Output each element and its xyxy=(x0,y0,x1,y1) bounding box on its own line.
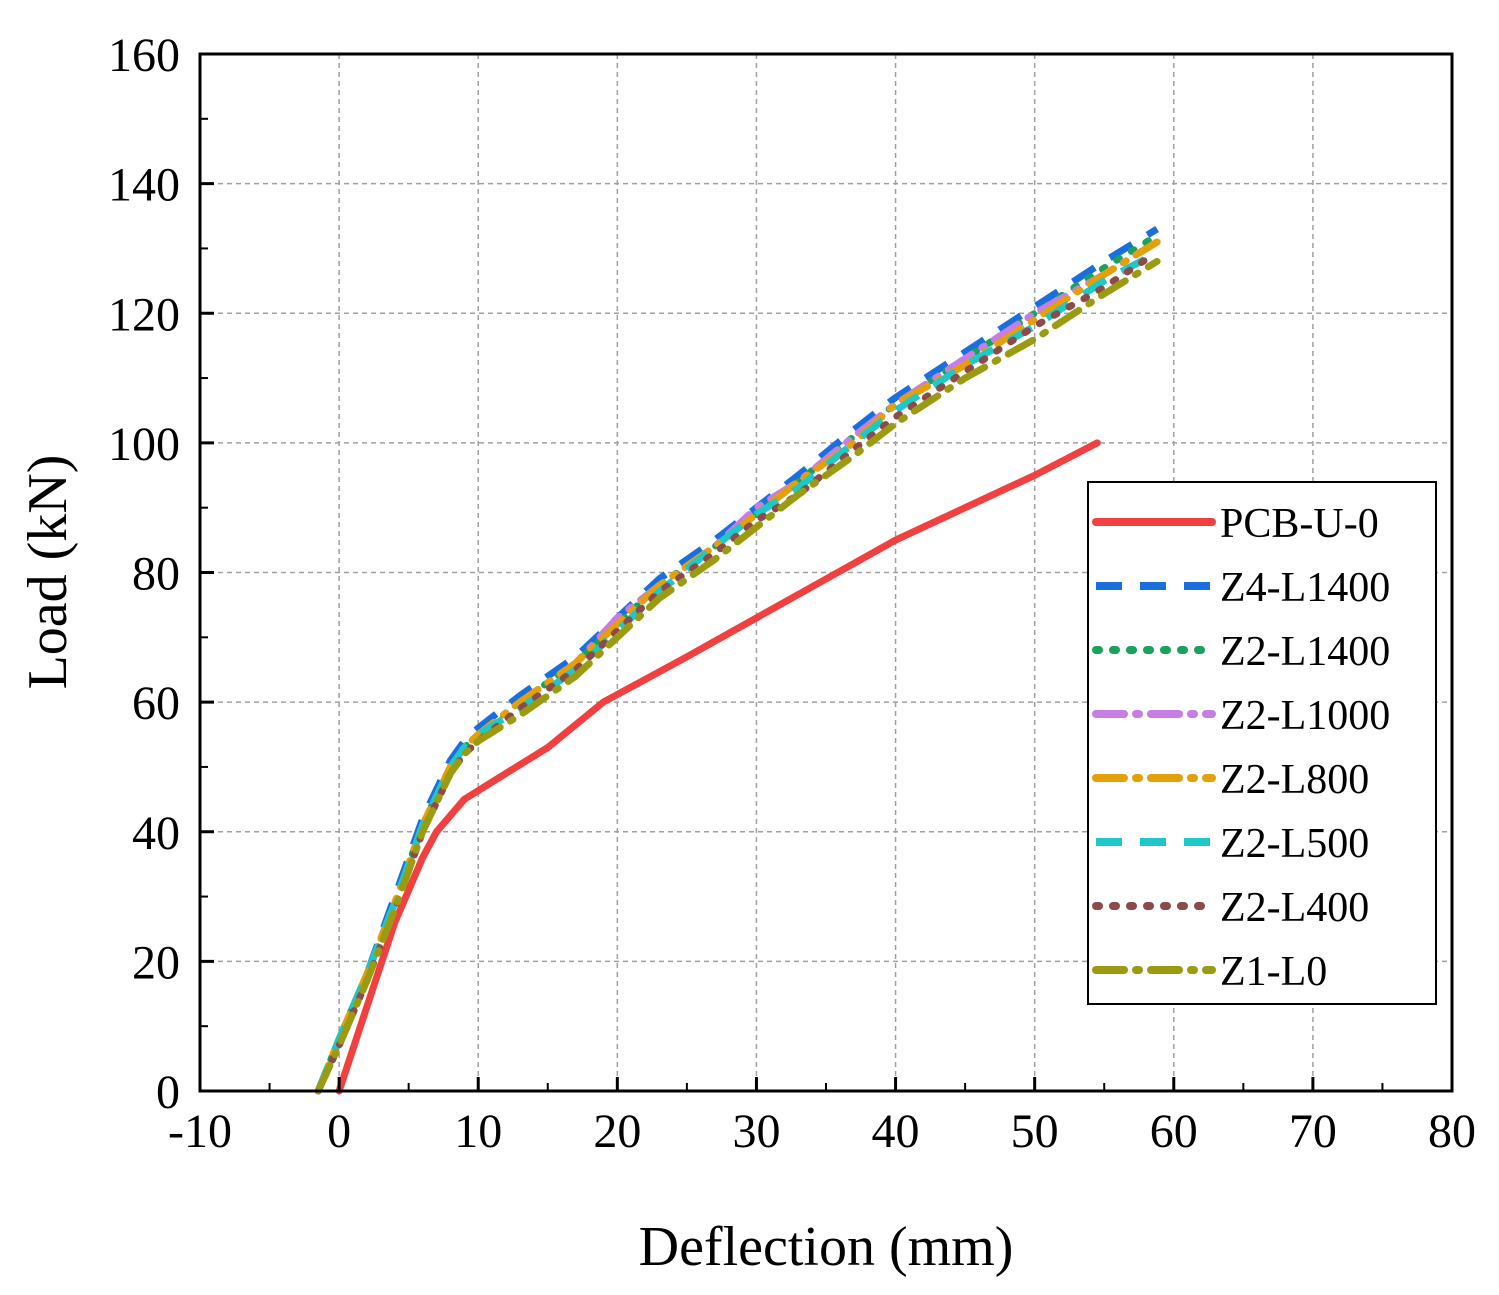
tick-layer: -10 0 10 20 30 40 50 60 70 8002040608010012014016… xyxy=(108,29,1476,1158)
x-tick-label: 40 xyxy=(872,1105,920,1158)
y-tick-label: 20 xyxy=(132,936,180,989)
y-tick-label: 40 xyxy=(132,807,180,860)
x-tick-label: 50 xyxy=(1011,1105,1059,1158)
series-line-z1-l0 xyxy=(314,257,1161,1095)
x-tick-label: 70 xyxy=(1289,1105,1337,1158)
x-tick-label: 30 xyxy=(732,1105,780,1158)
y-tick-label: 80 xyxy=(132,548,180,601)
legend-label-z4-l1400: Z4-L1400 xyxy=(1220,565,1390,611)
series-line-z2-l500 xyxy=(314,251,1155,1093)
x-tick-label: 10 xyxy=(454,1105,502,1158)
legend: PCB-U-0 Z4-L1400 Z2-L1400 Z2-L1000 Z2-L800 Z2… xyxy=(1087,481,1437,1005)
legend-label-z2-l800: Z2-L800 xyxy=(1220,757,1369,803)
legend-label-z2-l1400: Z2-L1400 xyxy=(1220,629,1390,675)
legend-label-z2-l500: Z2-L500 xyxy=(1220,821,1369,867)
x-tick-label: -10 xyxy=(168,1105,232,1158)
series-line-z2-l1400 xyxy=(314,232,1161,1095)
y-tick-label: 0 xyxy=(156,1066,180,1119)
x-axis-title: Deflection (mm) xyxy=(639,1216,1014,1278)
series-line-z2-l1000 xyxy=(314,238,1161,1095)
legend-label-pcb-u-0: PCB-U-0 xyxy=(1220,501,1379,547)
x-tick-label: 20 xyxy=(593,1105,641,1158)
legend-label-z2-l1000: Z2-L1000 xyxy=(1220,693,1390,739)
x-tick-label: 60 xyxy=(1150,1105,1198,1158)
y-tick-label: 100 xyxy=(108,418,180,471)
y-tick-label: 60 xyxy=(132,677,180,730)
series-line-z2-l800 xyxy=(314,238,1161,1095)
y-axis-title: Load (kN) xyxy=(17,455,79,690)
series-line-z2-l400 xyxy=(314,251,1157,1095)
x-tick-label: 80 xyxy=(1428,1105,1476,1158)
series-line-pcb-u-0 xyxy=(335,439,1101,1095)
legend-label-z2-l400: Z2-L400 xyxy=(1220,885,1369,931)
series-layer xyxy=(314,226,1161,1095)
legend-box xyxy=(1087,481,1437,1005)
legend-label-z1-l0: Z1-L0 xyxy=(1220,949,1327,995)
x-tick-label: 0 xyxy=(327,1105,351,1158)
y-tick-label: 120 xyxy=(108,288,180,341)
y-tick-label: 140 xyxy=(108,159,180,212)
y-tick-label: 160 xyxy=(108,29,180,82)
